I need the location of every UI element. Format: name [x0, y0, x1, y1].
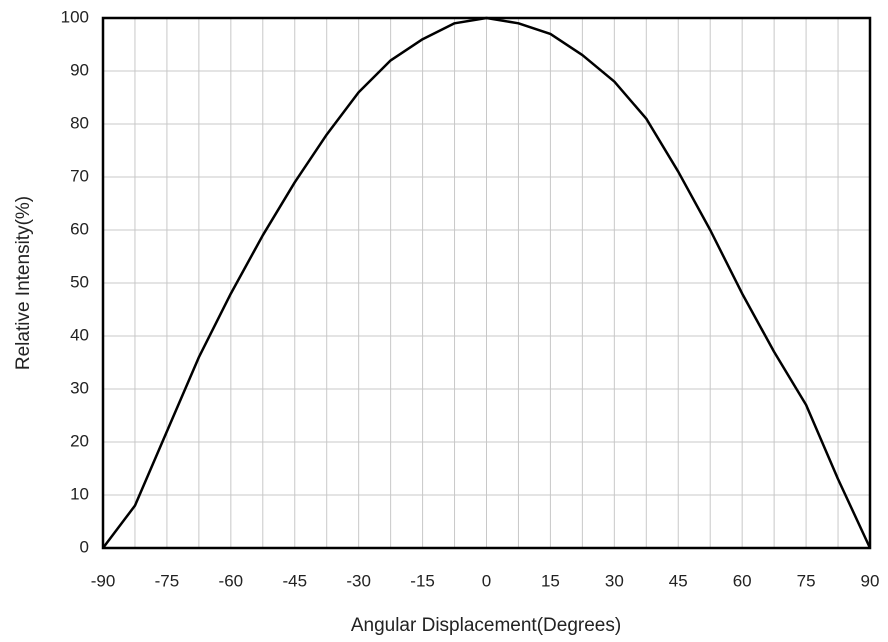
x-tick-label: -45	[282, 571, 307, 590]
y-tick-label: 80	[70, 113, 89, 132]
y-tick-label: 50	[70, 272, 89, 291]
x-tick-label: -75	[155, 571, 180, 590]
x-tick-label: -60	[219, 571, 244, 590]
y-tick-label: 40	[70, 325, 89, 344]
x-tick-label: 30	[605, 571, 624, 590]
y-axis-title: Relative Intensity(%)	[13, 196, 34, 370]
y-tick-label: 30	[70, 378, 89, 397]
y-tick-label: 20	[70, 431, 89, 450]
x-tick-label: 15	[541, 571, 560, 590]
y-tick-label: 60	[70, 219, 89, 238]
data-line	[102, 16, 872, 549]
y-tick-label: 90	[70, 60, 89, 79]
y-tick-label: 70	[70, 166, 89, 185]
x-tick-label: -30	[346, 571, 371, 590]
x-tick-label: -90	[91, 571, 116, 590]
x-tick-label: 60	[733, 571, 752, 590]
x-tick-label: -15	[410, 571, 435, 590]
y-tick-label: 100	[61, 7, 89, 26]
x-tick-label: 75	[797, 571, 816, 590]
x-tick-label: 0	[482, 571, 491, 590]
x-tick-label: 90	[861, 571, 880, 590]
x-tick-label: 45	[669, 571, 688, 590]
y-tick-label: 10	[70, 484, 89, 503]
y-tick-label: 0	[80, 537, 89, 556]
x-axis-title: Angular Displacement(Degrees)	[351, 615, 621, 636]
